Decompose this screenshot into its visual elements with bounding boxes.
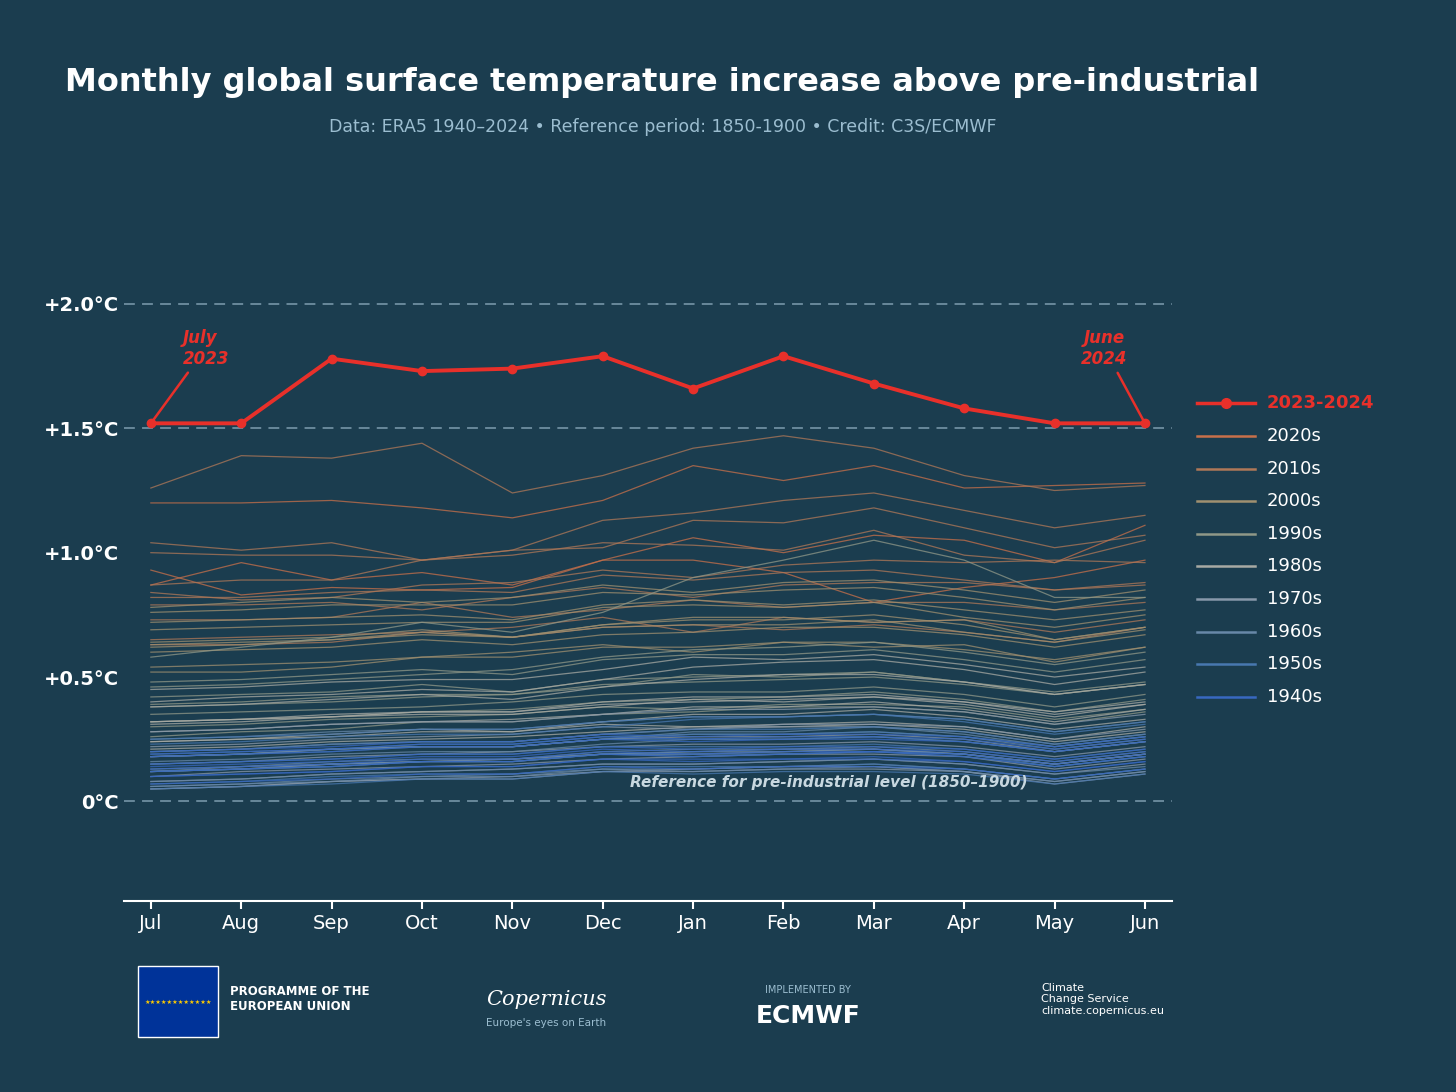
Text: Europe's eyes on Earth: Europe's eyes on Earth bbox=[486, 1018, 606, 1029]
Text: Reference for pre-industrial level (1850–1900): Reference for pre-industrial level (1850… bbox=[630, 775, 1028, 791]
Text: 1940s: 1940s bbox=[1267, 688, 1322, 705]
Text: 2020s: 2020s bbox=[1267, 427, 1322, 446]
Text: 1960s: 1960s bbox=[1267, 622, 1322, 641]
Text: ★★★★★★★★★★★★: ★★★★★★★★★★★★ bbox=[144, 1000, 213, 1005]
Text: Climate
Change Service
climate.copernicus.eu: Climate Change Service climate.copernicu… bbox=[1041, 983, 1163, 1016]
Text: Data: ERA5 1940–2024 • Reference period: 1850-1900 • Credit: C3S/ECMWF: Data: ERA5 1940–2024 • Reference period:… bbox=[329, 118, 996, 135]
Text: 1950s: 1950s bbox=[1267, 655, 1322, 674]
Text: 2010s: 2010s bbox=[1267, 460, 1322, 477]
Text: IMPLEMENTED BY: IMPLEMENTED BY bbox=[766, 985, 850, 996]
Text: 1970s: 1970s bbox=[1267, 590, 1322, 608]
Text: 1980s: 1980s bbox=[1267, 558, 1322, 575]
Text: 1990s: 1990s bbox=[1267, 525, 1322, 543]
Text: 2000s: 2000s bbox=[1267, 492, 1322, 510]
Text: Monthly global surface temperature increase above pre-industrial: Monthly global surface temperature incre… bbox=[66, 68, 1259, 98]
Text: July
2023: July 2023 bbox=[153, 329, 229, 422]
Text: 2023-2024: 2023-2024 bbox=[1267, 394, 1374, 413]
Text: June
2024: June 2024 bbox=[1080, 329, 1143, 420]
Text: Copernicus: Copernicus bbox=[486, 989, 606, 1009]
Text: ECMWF: ECMWF bbox=[756, 1004, 860, 1028]
Text: PROGRAMME OF THE
EUROPEAN UNION: PROGRAMME OF THE EUROPEAN UNION bbox=[230, 985, 370, 1013]
